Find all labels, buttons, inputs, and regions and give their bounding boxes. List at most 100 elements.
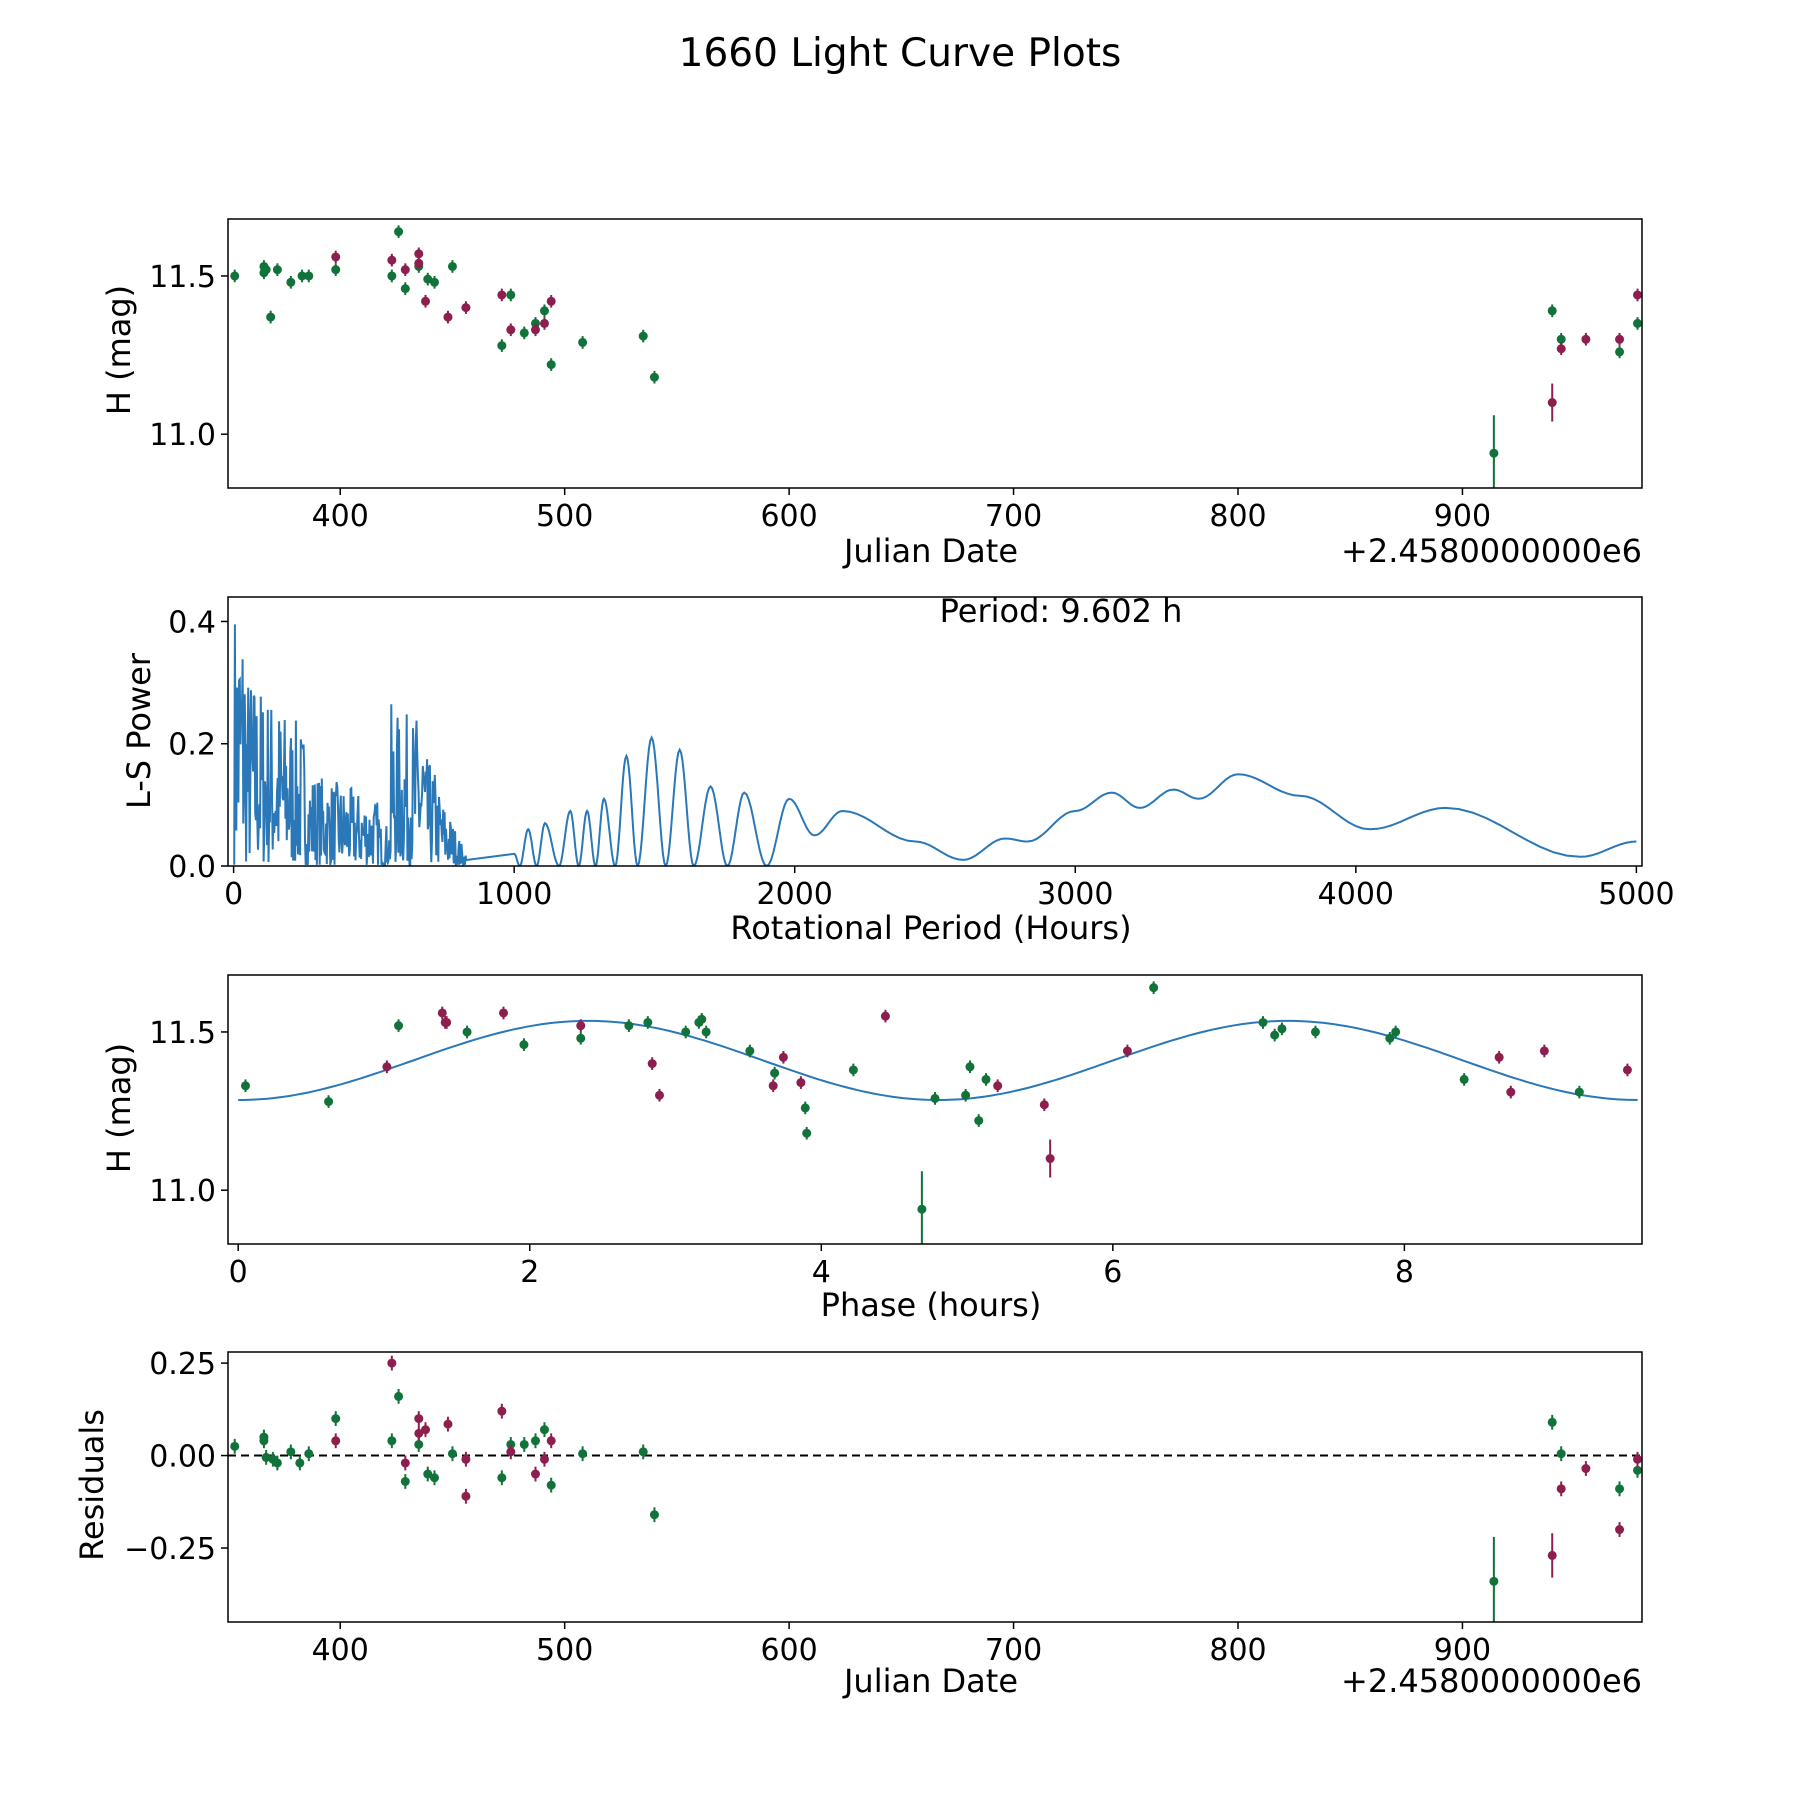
x-tick-label: 700 [985, 499, 1042, 534]
data-point [421, 296, 431, 306]
data-point [530, 1436, 540, 1446]
data-point [993, 1081, 1003, 1091]
residuals-x-offset: +2.4580000000e6 [1341, 1662, 1642, 1700]
data-point [1633, 290, 1642, 300]
data-point [1385, 1033, 1395, 1043]
data-point [272, 1458, 282, 1468]
data-point [519, 1439, 529, 1449]
data-point [578, 1449, 588, 1459]
periodogram-line [233, 624, 1637, 866]
data-point [624, 1021, 634, 1031]
light-curve-x-offset: +2.4580000000e6 [1341, 532, 1642, 570]
data-point [1149, 983, 1159, 993]
light-curve-axes-frame [227, 218, 1643, 489]
x-tick-label: 8 [1395, 1255, 1414, 1290]
residuals-plot-area [228, 1355, 1642, 1622]
data-point [800, 1103, 810, 1113]
data-point [387, 255, 397, 265]
x-tick-label: 4 [812, 1255, 831, 1290]
data-point [539, 306, 549, 316]
data-point [423, 1469, 433, 1479]
data-point [1310, 1027, 1320, 1037]
periodogram-y-label: L-S Power [120, 652, 158, 809]
data-point [1539, 1046, 1549, 1056]
data-point [681, 1027, 691, 1037]
data-point [286, 1447, 296, 1457]
periodogram-plot-area [233, 624, 1637, 866]
data-point [578, 337, 588, 347]
data-point [400, 284, 410, 294]
data-point [497, 1406, 507, 1416]
phase-curve-panel: Phase (hours) H (mag) 0 2 4 6 8 11.0 11.5 [100, 974, 1643, 1324]
y-tick-label: 0.4 [168, 605, 216, 640]
data-point [530, 325, 540, 335]
y-tick-label: 11.5 [149, 1016, 216, 1051]
data-point [1622, 1065, 1632, 1075]
y-tick-label: −0.25 [124, 1532, 216, 1567]
data-point [461, 1454, 471, 1464]
data-point [387, 1358, 397, 1368]
data-point [497, 341, 507, 351]
data-point [240, 1081, 250, 1091]
data-point [1574, 1087, 1584, 1097]
data-point [297, 271, 307, 281]
x-tick-label: 0 [224, 877, 243, 912]
phase-curve-axes-frame [227, 974, 1643, 1245]
y-tick-label: 11.5 [149, 260, 216, 295]
y-tick-label: 11.0 [149, 418, 216, 453]
data-point [1615, 334, 1625, 344]
data-point [394, 1021, 404, 1031]
data-point [506, 290, 516, 300]
period-annotation: Period: 9.602 h [940, 592, 1183, 630]
data-point [230, 1441, 240, 1451]
data-point [546, 1436, 556, 1446]
data-point [519, 328, 529, 338]
periodogram-axes-frame [227, 596, 1643, 867]
residuals-y-label: Residuals [73, 1409, 111, 1561]
data-point [546, 360, 556, 370]
data-point [261, 1452, 271, 1462]
residuals-series [331, 1355, 1642, 1578]
data-point [1556, 334, 1566, 344]
data-point [1581, 334, 1591, 344]
data-point [546, 296, 556, 306]
data-point [778, 1052, 788, 1062]
data-point [539, 1425, 549, 1435]
data-point [1489, 1576, 1499, 1586]
x-tick-label: 900 [1434, 499, 1491, 534]
x-tick-label: 2 [520, 1255, 539, 1290]
data-point [443, 1419, 453, 1429]
data-point [638, 1447, 648, 1457]
data-point [400, 1476, 410, 1486]
data-point [546, 1480, 556, 1490]
data-point [974, 1116, 984, 1126]
data-point [848, 1065, 858, 1075]
data-point [1633, 318, 1642, 328]
x-tick-label: 3000 [1037, 877, 1113, 912]
x-tick-label: 900 [1434, 1633, 1491, 1668]
phase-curve-series [240, 981, 1584, 1244]
data-point [447, 1449, 457, 1459]
data-point [917, 1204, 927, 1214]
data-point [701, 1027, 711, 1037]
data-point [304, 1449, 314, 1459]
data-point [649, 1510, 659, 1520]
data-point [499, 1008, 509, 1018]
data-point [331, 252, 341, 262]
data-point [423, 274, 433, 284]
data-point [643, 1017, 653, 1027]
data-point [1615, 1484, 1625, 1494]
data-point [506, 325, 516, 335]
data-point [1547, 398, 1557, 408]
light-curve-y-label: H (mag) [100, 285, 138, 415]
data-point [1277, 1024, 1287, 1034]
data-point [331, 265, 341, 275]
light-curve-plot-area [230, 225, 1642, 488]
x-tick-label: 500 [536, 499, 593, 534]
data-point [304, 271, 314, 281]
data-point [387, 1436, 397, 1446]
x-tick-label: 5000 [1598, 877, 1674, 912]
data-point [530, 1469, 540, 1479]
data-point [331, 1414, 341, 1424]
